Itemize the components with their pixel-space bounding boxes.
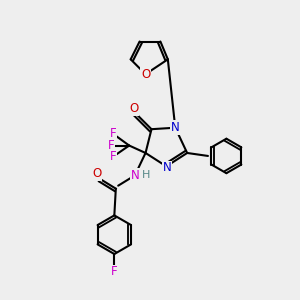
Text: F: F xyxy=(111,266,118,278)
Text: O: O xyxy=(92,167,101,180)
Text: N: N xyxy=(163,161,172,174)
Text: F: F xyxy=(110,127,116,140)
Text: F: F xyxy=(108,139,115,152)
Text: H: H xyxy=(142,170,151,180)
Text: F: F xyxy=(110,150,116,163)
Text: O: O xyxy=(129,102,138,115)
Text: O: O xyxy=(141,68,150,81)
Text: N: N xyxy=(131,169,140,182)
Text: N: N xyxy=(171,121,180,134)
